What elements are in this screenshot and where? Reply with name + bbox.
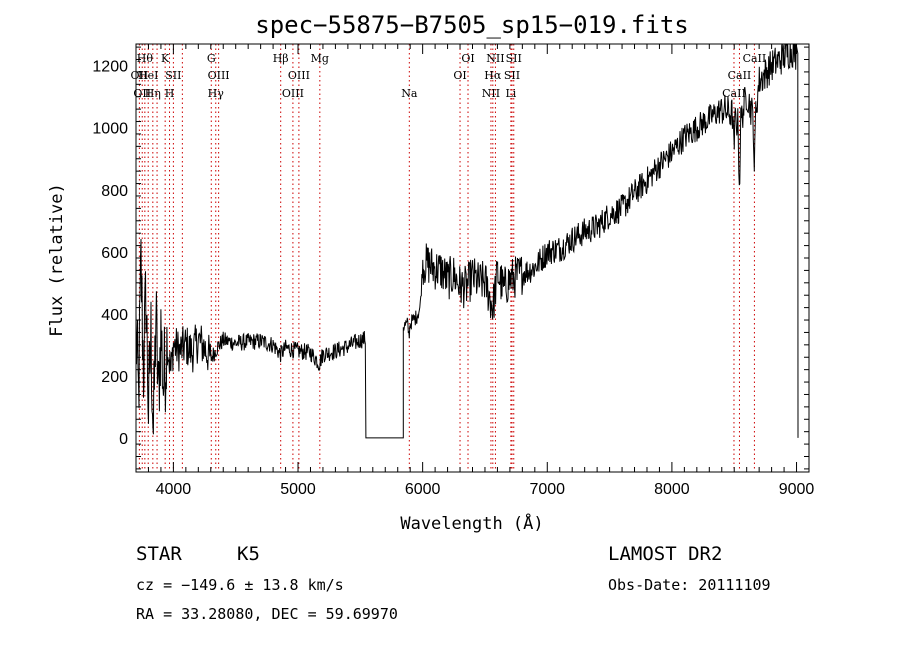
y-tick-label: 1000 (92, 121, 128, 138)
y-tick-label: 800 (101, 183, 128, 200)
line-label: SII (165, 69, 181, 82)
line-label: OII (133, 87, 151, 100)
line-label: Hβ (273, 52, 289, 65)
object-class: STAR (136, 543, 182, 565)
line-label: OIII (208, 69, 230, 82)
line-label: OIII (282, 87, 304, 100)
line-label: OII (131, 69, 149, 82)
line-label: Li (505, 87, 516, 100)
y-tick-label: 400 (101, 307, 128, 324)
x-tick-label: 6000 (405, 481, 441, 498)
x-tick-label: 5000 (280, 481, 316, 498)
line-label: OIII (288, 69, 310, 82)
line-label: H (165, 87, 175, 100)
line-label: Na (401, 87, 418, 100)
line-label: Mg (311, 52, 329, 65)
line-label: G (207, 52, 216, 65)
y-tick-label: 600 (101, 245, 128, 262)
chart-title: spec−55875−B7505_sp15−019.fits (255, 11, 688, 39)
redshift-value: cz = −149.6 ± 13.8 km/s (136, 576, 344, 594)
y-tick-label: 200 (101, 369, 128, 386)
line-label: K (161, 52, 170, 65)
plot-area: 4000 5000 6000 7000 8000 9000 0 200 400 600 800 100… (92, 43, 815, 498)
y-axis-label: Flux (relative) (47, 183, 67, 337)
x-tick-label: 7000 (529, 481, 565, 498)
line-label: SII (506, 52, 522, 65)
survey-name: LAMOST DR2 (608, 543, 722, 565)
line-label: NII (486, 52, 504, 65)
spectrum-line (136, 44, 799, 439)
line-label: NII (482, 87, 500, 100)
coordinates: RA = 33.28080, DEC = 59.69970 (136, 605, 398, 623)
line-label: CaII (743, 52, 767, 65)
line-label: Hθ (137, 52, 154, 65)
x-tick-label: 8000 (654, 481, 690, 498)
x-tick-label: 9000 (779, 481, 815, 498)
y-tick-label: 0 (119, 431, 128, 448)
line-label: CaII (722, 87, 746, 100)
observation-date: Obs-Date: 20111109 (608, 576, 771, 594)
line-label: OI (453, 69, 466, 82)
line-label: CaII (728, 69, 752, 82)
line-label: Hα (484, 69, 502, 82)
x-tick-label: 4000 (156, 481, 192, 498)
line-label: Hγ (208, 87, 225, 100)
line-label: OI (461, 52, 474, 65)
line-label: HeI (138, 69, 158, 82)
plot-frame (135, 43, 810, 473)
x-axis-label: Wavelength (Å) (400, 512, 543, 534)
object-subclass: K5 (237, 543, 260, 565)
line-label: Hη (145, 87, 161, 100)
line-label: SII (504, 69, 520, 82)
y-tick-label: 1200 (92, 59, 128, 76)
